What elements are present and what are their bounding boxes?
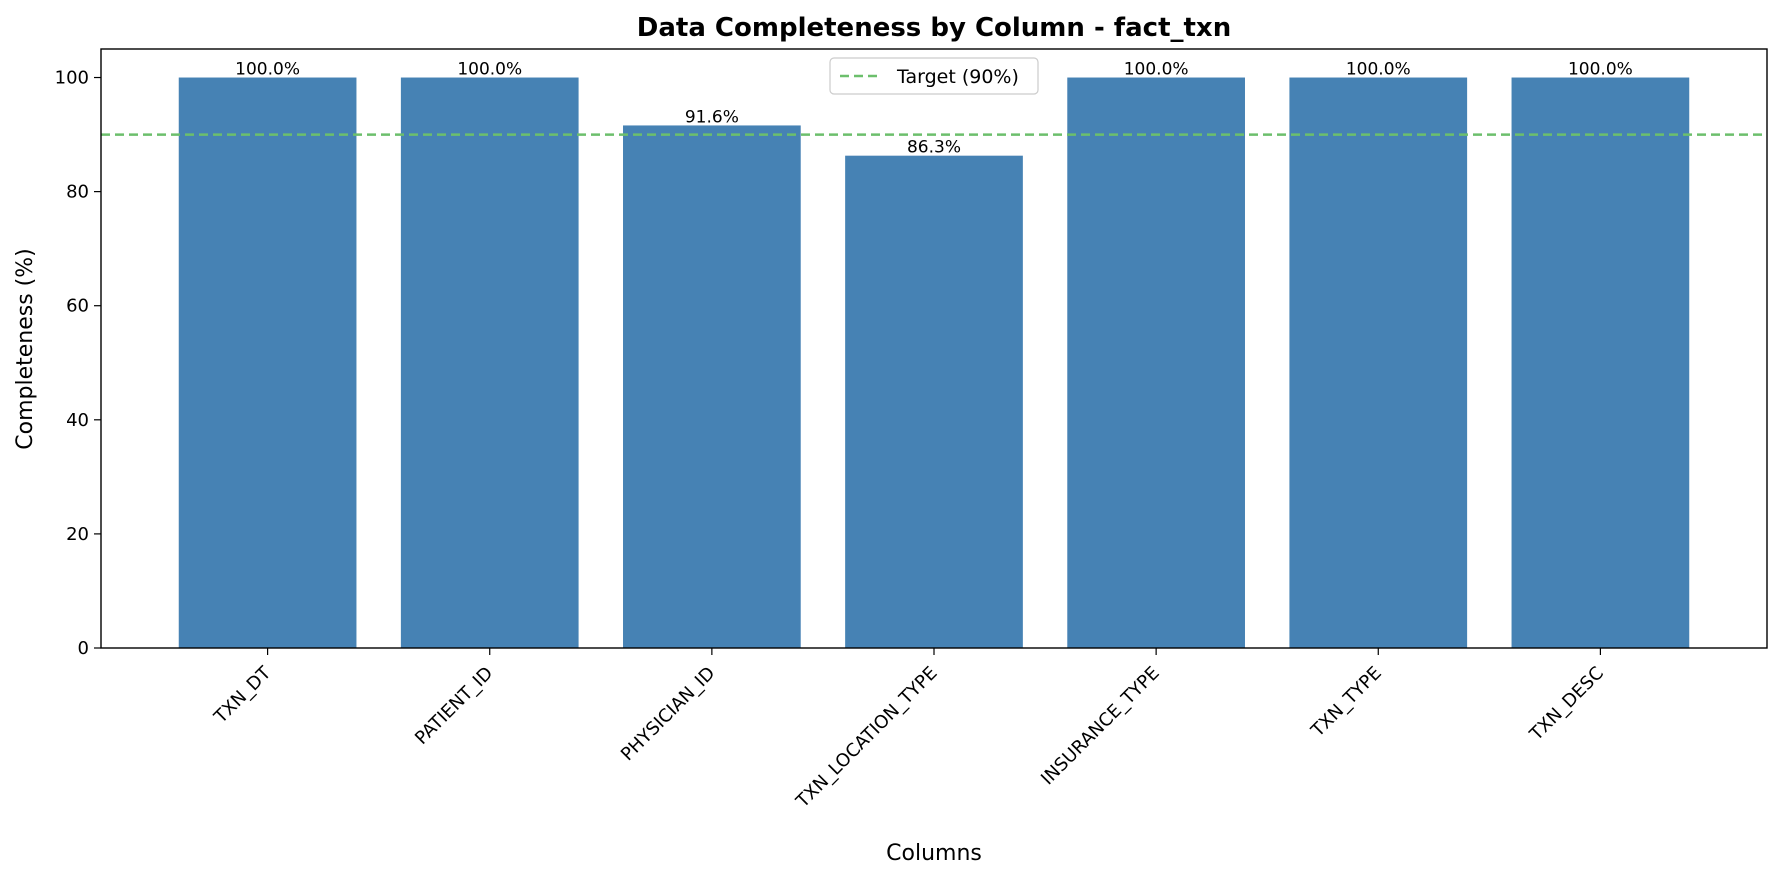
y-tick-label: 0: [78, 638, 89, 659]
plot-area: 100.0% 100.0% 91.6% 86.3% 100.0% 100.0% 100.0%…: [55, 48, 1768, 813]
x-tick-label: TXN_DT: [210, 662, 276, 728]
x-tick-label: TXN_DESC: [1525, 663, 1608, 746]
bar-value-label: 100.0%: [457, 60, 522, 80]
x-tick-label: TXN_LOCATION_TYPE: [792, 663, 942, 813]
bar-value-label: 100.0%: [235, 60, 300, 80]
bar-insurance-type: [1067, 77, 1245, 649]
bar-txn-desc: [1511, 77, 1690, 649]
y-tick-label: 20: [66, 524, 89, 545]
x-tick-label: PATIENT_ID: [411, 663, 497, 749]
x-tick-label: PHYSICIAN_ID: [617, 663, 719, 765]
bar-value-label: 100.0%: [1124, 60, 1189, 80]
y-axis-label: Completeness (%): [13, 248, 38, 450]
bar-txn-location-type: [845, 155, 1023, 648]
x-tick-label: INSURANCE_TYPE: [1037, 663, 1164, 790]
y-tick-label: 100: [55, 68, 89, 89]
bar-physician-id: [623, 125, 801, 649]
legend-target-label: Target (90%): [896, 66, 1019, 88]
legend: Target (90%): [829, 57, 1039, 95]
y-tick-label: 60: [66, 296, 89, 317]
bar-txn-dt: [178, 77, 357, 649]
y-tick-label: 80: [66, 182, 89, 203]
bar-value-label: 100.0%: [1568, 60, 1633, 80]
x-axis-label: Columns: [886, 841, 982, 866]
chart-title: Data Completeness by Column - fact_txn: [637, 13, 1231, 43]
y-tick-label: 40: [66, 410, 89, 431]
bar-value-label: 86.3%: [907, 138, 961, 158]
plot-frame: [100, 48, 1768, 649]
legend-box: [829, 57, 1039, 95]
bar-patient-id: [400, 77, 579, 649]
bar-txn-type: [1289, 77, 1468, 649]
bar-value-label: 100.0%: [1346, 60, 1411, 80]
bar-value-label: 91.6%: [685, 107, 739, 127]
x-tick-label: TXN_TYPE: [1307, 663, 1386, 742]
